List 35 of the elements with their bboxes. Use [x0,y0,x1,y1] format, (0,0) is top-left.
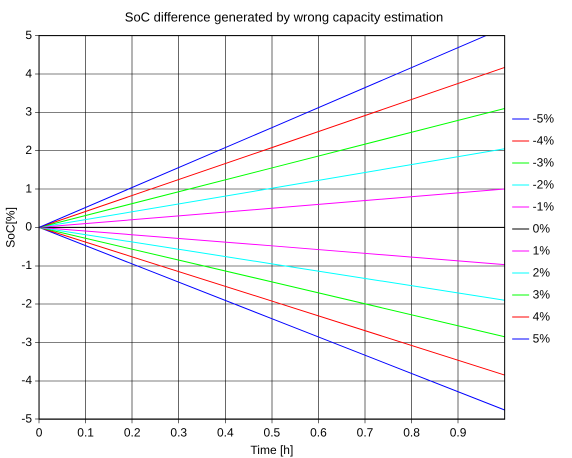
legend-label: -4% [532,133,554,148]
legend-label: 3% [532,287,550,302]
y-tick-label: 2 [25,142,32,157]
legend-label: -2% [532,177,554,192]
y-tick-label: -2 [21,296,32,310]
x-tick-label: 0.9 [450,426,467,440]
y-tick-label: -4 [21,373,32,388]
x-tick-label: 0.5 [264,426,281,440]
y-tick-label: 5 [25,28,32,42]
legend-label: 4% [532,309,550,324]
legend-label: 1% [532,243,550,258]
y-tick-label: -5 [21,412,32,426]
legend-label: 5% [532,331,550,346]
x-tick-label: 0 [36,426,43,440]
legend-label: -1% [532,199,554,214]
x-axis-title: Time [h] [250,443,294,458]
x-tick-label: 0.4 [216,426,234,440]
y-axis-title: SoC[%] [4,207,18,248]
y-tick-label: 0 [25,220,32,234]
x-tick-label: 0.6 [310,426,328,440]
y-tick-label: -3 [21,334,32,349]
legend-label: 0% [532,221,550,236]
y-tick-label: -1 [21,258,32,272]
y-tick-label: 3 [25,104,32,119]
chart-title: SoC difference generated by wrong capacity estimation [124,9,444,24]
legend-label: -5% [532,111,554,126]
legend-label: 2% [532,265,550,280]
x-tick-label: 0.3 [170,426,188,440]
x-tick-label: 0.8 [403,426,420,440]
x-tick-label: 0.7 [356,426,374,440]
y-tick-label: 1 [25,181,32,196]
y-tick-label: 4 [25,66,32,80]
x-tick-label: 0.1 [77,426,94,440]
x-tick-label: 0.2 [124,426,141,440]
legend-label: -3% [532,155,554,170]
